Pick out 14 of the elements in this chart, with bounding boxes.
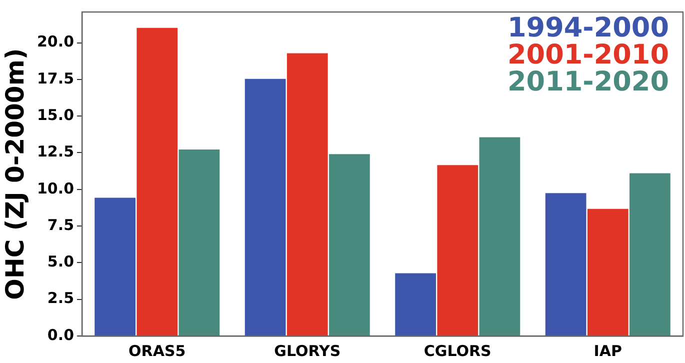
y-tick-label: 17.5 xyxy=(36,69,74,88)
y-axis-title: OHC (ZJ 0-2000m) xyxy=(0,48,30,300)
y-tick-label: 20.0 xyxy=(36,32,74,51)
y-tick-label: 7.5 xyxy=(47,216,74,234)
y-tick-label: 2.5 xyxy=(47,289,74,308)
x-tick-label: IAP xyxy=(594,342,622,360)
x-tick-label: ORAS5 xyxy=(128,342,186,360)
y-tick-label: 15.0 xyxy=(36,106,74,124)
y-tick-label: 12.5 xyxy=(36,142,74,161)
x-tick-label: CGLORS xyxy=(424,342,492,360)
x-tick-label: GLORYS xyxy=(274,342,341,360)
y-tick-label: 0.0 xyxy=(47,326,74,344)
y-tick-label: 10.0 xyxy=(36,179,74,198)
y-tick-label: 5.0 xyxy=(47,252,74,271)
